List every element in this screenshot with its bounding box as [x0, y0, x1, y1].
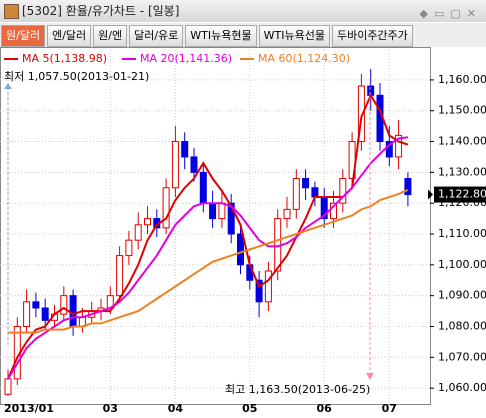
window-buttons[interactable]: ◆▭▢✕ [419, 7, 482, 20]
x-tick-label: 06 [317, 402, 333, 415]
last-price-label: 1,122.80 [438, 188, 486, 201]
candle-body [134, 224, 142, 241]
candle-body [23, 301, 31, 327]
y-tick-label: 1,080.00 [438, 319, 486, 332]
candle-body [357, 85, 365, 143]
candle-body [339, 178, 347, 204]
candle-body [227, 202, 235, 235]
last-price-box [434, 186, 486, 203]
y-tick-label: 1,110.00 [438, 227, 486, 240]
tab[interactable]: 달러/유로 [129, 25, 184, 47]
tab[interactable]: WTI뉴욕선물 [258, 25, 330, 47]
y-tick-label: 1,070.00 [438, 350, 486, 363]
app-icon [4, 4, 19, 19]
plot-area [0, 47, 431, 405]
candle-body [125, 239, 133, 257]
candle-body [32, 301, 40, 309]
candle-body [171, 141, 179, 189]
tab[interactable]: 원/달러 [1, 25, 46, 47]
tab-bar: 원/달러 엔/달러 원/엔 달러/유로 WTI뉴욕현물 WTI뉴욕선물 두바이주간주가 [0, 23, 486, 47]
candle-body [292, 178, 300, 210]
y-tick-label: 1,060.00 [438, 381, 486, 394]
y-tick-label: 1,100.00 [438, 258, 486, 271]
chart: 1,060.00 1,070.00 1,080.00 1,090.00 1,100.00… [0, 47, 486, 415]
candle-body [144, 218, 151, 226]
candle-body [199, 171, 207, 204]
tab[interactable]: 엔/달러 [47, 25, 92, 47]
candle-body [162, 187, 170, 229]
y-tick-label: 1,130.00 [438, 165, 486, 178]
legend-label: MA 20(1,141.36) [140, 52, 232, 65]
tab[interactable]: 두바이주간주가 [331, 25, 413, 47]
candle-body [385, 141, 393, 158]
high-arrow [366, 373, 374, 380]
legend-label: MA 60(1,124.30) [258, 52, 350, 65]
low-arrow [4, 83, 12, 89]
candle-body [190, 156, 198, 173]
candle-body [311, 187, 319, 198]
candle-body [209, 202, 217, 220]
candle-body [264, 270, 272, 303]
candle-body [283, 208, 291, 220]
ma-line [7, 93, 409, 380]
window-title: [5302] 환율/유가차트 - [일봉] [22, 4, 180, 18]
y-tick-label: 1,150.00 [438, 104, 486, 117]
ma-line [7, 136, 409, 380]
candle-body [404, 178, 412, 196]
x-tick-label: 2013/01 [4, 402, 54, 415]
candle-body [116, 255, 124, 297]
candle-body [181, 141, 189, 158]
candle-body [60, 295, 68, 315]
candle-body [395, 134, 403, 158]
candle-body [69, 295, 77, 327]
candle-body [302, 178, 310, 189]
candle-body [41, 307, 49, 321]
candle-body [218, 202, 226, 220]
candle-body [255, 279, 263, 303]
y-tick-label: 1,160.00 [438, 73, 486, 86]
y-tick-label: 1,140.00 [438, 135, 486, 148]
title-bar: [5302] 환율/유가차트 - [일봉] ◆▭▢✕ [0, 0, 486, 22]
tab[interactable]: WTI뉴욕현물 [185, 25, 257, 47]
x-tick-label: 04 [168, 402, 184, 415]
candle-body [4, 378, 12, 395]
high-annotation: 최고 1,163.50(2013-06-25) [225, 383, 370, 396]
candle-body [330, 202, 337, 220]
tab[interactable]: 원/엔 [93, 25, 128, 47]
legend-label: MA 5(1,138.98) [22, 52, 107, 65]
x-tick-label: 03 [103, 402, 118, 415]
x-tick-label: 05 [242, 402, 257, 415]
low-annotation: 최저 1,057.50(2013-01-21) [4, 70, 149, 83]
last-price-arrow [428, 189, 433, 200]
x-tick-label: 07 [382, 402, 397, 415]
y-tick-label: 1,090.00 [438, 289, 486, 302]
candle-body [237, 233, 244, 266]
ma-line [8, 189, 409, 334]
